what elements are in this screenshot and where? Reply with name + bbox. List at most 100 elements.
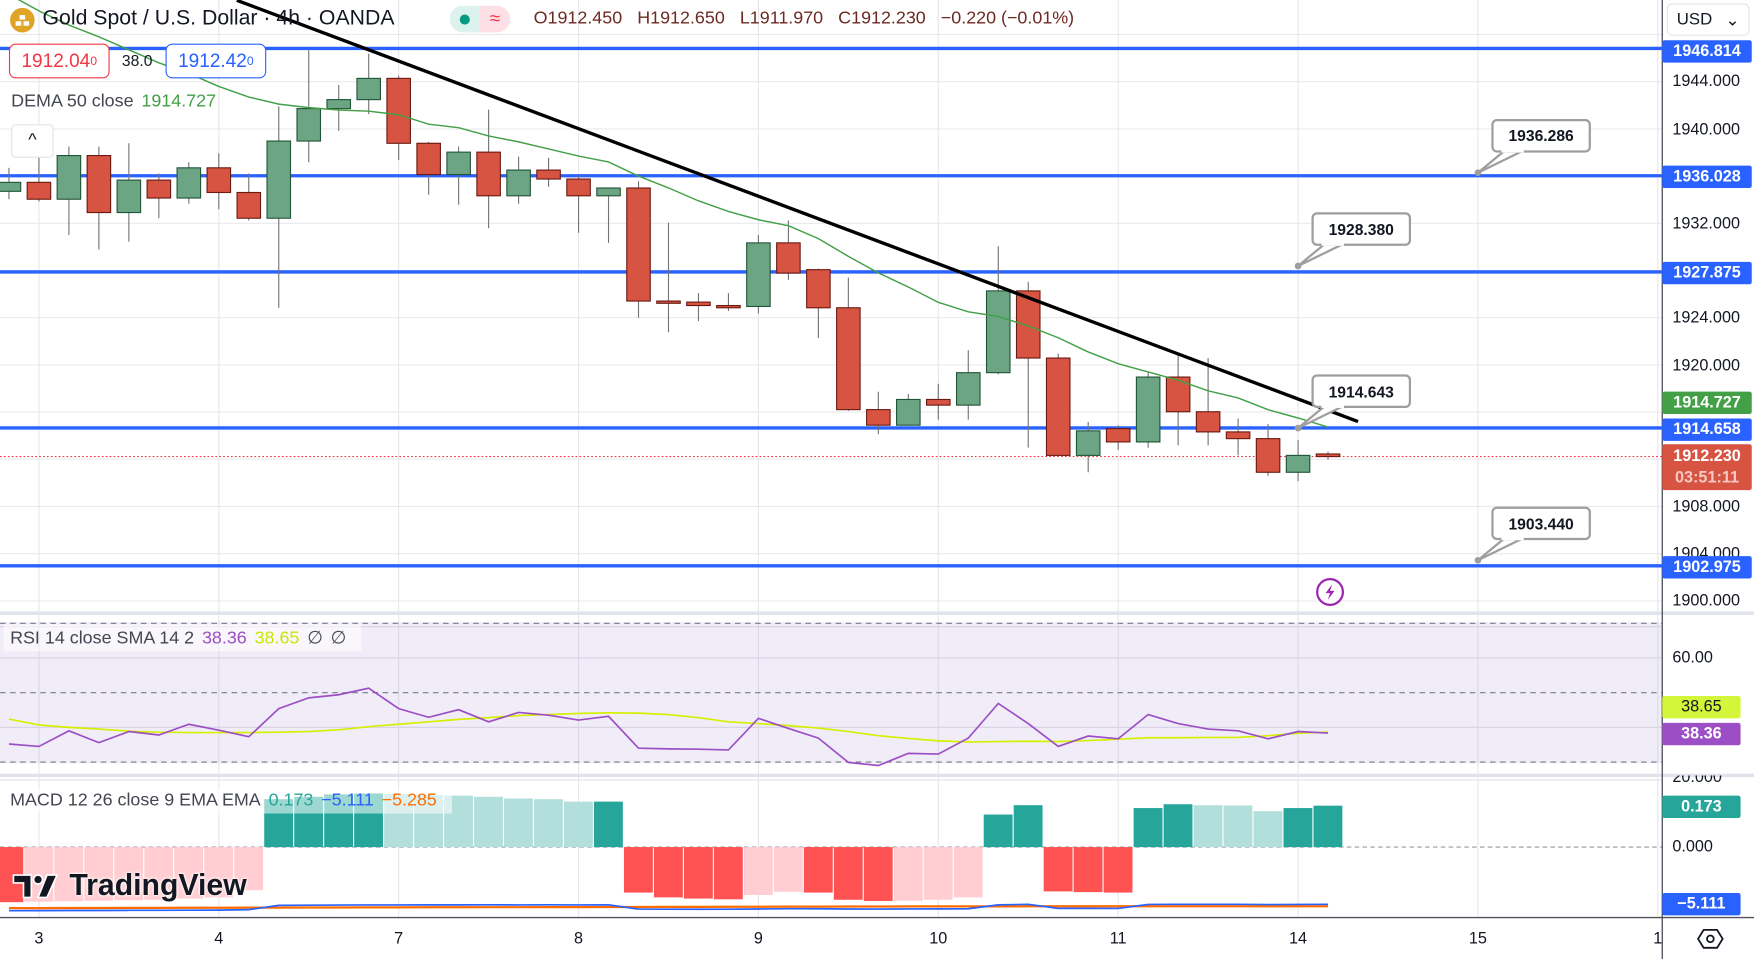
rsi-line (8, 687, 1329, 767)
callout-anchor (1294, 262, 1302, 270)
rsi-label: 38.36 (1662, 722, 1741, 746)
trendline[interactable] (236, 0, 1359, 424)
chevron-down-icon: ⌄ (1725, 10, 1740, 30)
candle-down (26, 181, 52, 200)
hline-price-label: 1902.975 (1662, 556, 1752, 579)
macd-line (8, 903, 1329, 912)
callout-label: 1928.380 (1328, 220, 1394, 239)
macd-histogram-bar (1283, 808, 1313, 848)
candle-down (1315, 453, 1341, 458)
macd-histogram-bar (1073, 847, 1103, 893)
macd-histogram-bar (953, 847, 983, 898)
macd-lines (8, 903, 1329, 912)
lightning-alert-icon[interactable] (1315, 577, 1345, 606)
callout-box[interactable] (1491, 119, 1591, 153)
collapse-legend-button[interactable]: ^ (11, 124, 54, 158)
chart-settings-icon[interactable] (1696, 927, 1725, 952)
time-label: 14 (1289, 929, 1308, 948)
candle-up (596, 187, 621, 197)
candle-down (416, 142, 441, 176)
candle-up (1075, 430, 1101, 456)
callout-box[interactable] (1311, 374, 1412, 408)
main-pane (0, 0, 1663, 482)
gold-symbol-icon (10, 7, 35, 33)
close-value: 1912.230 (851, 8, 926, 28)
macd-histogram-bar (114, 847, 144, 901)
price-tick: 1932.000 (1672, 214, 1740, 233)
candle-up (356, 77, 382, 101)
change-value: −0.220 (−0.01%) (940, 8, 1075, 28)
symbol-title[interactable]: Gold Spot / U.S. Dollar · 4h · OANDA (42, 6, 395, 31)
hline-price-label: 1946.814 (1662, 40, 1752, 63)
candle-down (716, 304, 741, 309)
time-label: 4 (214, 929, 224, 948)
candle-down (1015, 290, 1041, 359)
callout-label: 1903.440 (1508, 514, 1574, 533)
time-label: 15 (1468, 929, 1487, 948)
approx-icon: ≈ (479, 5, 511, 33)
macd-histogram-bar (863, 847, 893, 901)
price-tick: 1924.000 (1672, 308, 1740, 327)
market-status[interactable]: ≈ (449, 5, 511, 33)
candle-down (536, 169, 561, 180)
macd-histogram-bar (54, 847, 84, 902)
rsi-legend[interactable]: RSI 14 close SMA 14 2 38.36 38.65 ∅ ∅ (3, 624, 361, 652)
bar-countdown: 03:51:11 (1674, 468, 1740, 487)
macd-histogram-bar (1313, 805, 1343, 848)
candle-up (296, 108, 322, 142)
callout-box[interactable] (1491, 506, 1591, 541)
macd-histogram-bar (833, 847, 863, 900)
macd-histogram-bar (564, 801, 593, 848)
rsi-lines (8, 687, 1329, 767)
candle-up (446, 151, 471, 176)
time-label: 1 (1653, 929, 1663, 948)
macd-histogram-bar (923, 847, 953, 900)
candle-down (806, 269, 831, 309)
macd-histogram-bar (893, 847, 923, 901)
currency-dropdown[interactable]: USD ⌄ (1666, 3, 1750, 36)
signal-line (8, 905, 1329, 910)
macd-histogram-bar (653, 847, 683, 898)
candle-down (476, 151, 501, 197)
sell-button[interactable]: 1912.04 0 (8, 43, 110, 79)
candle-up (985, 290, 1011, 374)
macd-histogram-bar (713, 847, 743, 900)
time-label: 10 (929, 929, 948, 948)
macd-legend[interactable]: MACD 12 26 close 9 EMA EMA 0.173 −5.111 −5.… (3, 788, 452, 814)
candle-up (746, 242, 771, 308)
candle-up (896, 398, 921, 426)
price-tick: 1920.000 (1672, 356, 1740, 375)
callout-anchor (1474, 556, 1482, 564)
macd-histogram-bar (773, 847, 803, 892)
candle-down (146, 179, 172, 199)
open-value: 1912.450 (547, 8, 623, 28)
macd-histogram-bar (234, 847, 264, 891)
candle-down (1045, 357, 1071, 456)
rsi-levels (0, 622, 1663, 763)
rsi-tick: 60.00 (1672, 649, 1713, 667)
time-label: 8 (574, 929, 584, 948)
candle-up (176, 167, 202, 199)
callout-joint (1321, 240, 1344, 246)
buy-button[interactable]: 1912.42 0 (165, 43, 267, 79)
candle-up (955, 372, 981, 406)
callout-box[interactable] (1311, 212, 1412, 246)
candle-down (1255, 438, 1281, 473)
candle-down (1105, 428, 1131, 443)
price-callouts[interactable] (1294, 119, 1591, 564)
ohlc-readout: O1912.450 H1912.650 L1911.970 C1912.230 … (533, 8, 1075, 28)
candle-down (686, 301, 711, 307)
callout-anchor (1294, 424, 1302, 432)
candle-up (56, 154, 82, 200)
candle-up (1135, 376, 1161, 443)
callout-joint (1501, 146, 1524, 153)
market-open-dot-icon (449, 5, 480, 33)
candle-down (1195, 411, 1221, 433)
macd-histogram-bar (1163, 804, 1193, 848)
dema-legend[interactable]: DEMA 50 close 1914.727 (11, 91, 217, 111)
tradingview-logo[interactable]: TradingView (11, 868, 247, 903)
callout-label: 1936.286 (1508, 126, 1574, 145)
last-price-label: 1912.230 03:51:11 (1662, 444, 1752, 491)
price-tick: 1908.000 (1672, 497, 1740, 516)
